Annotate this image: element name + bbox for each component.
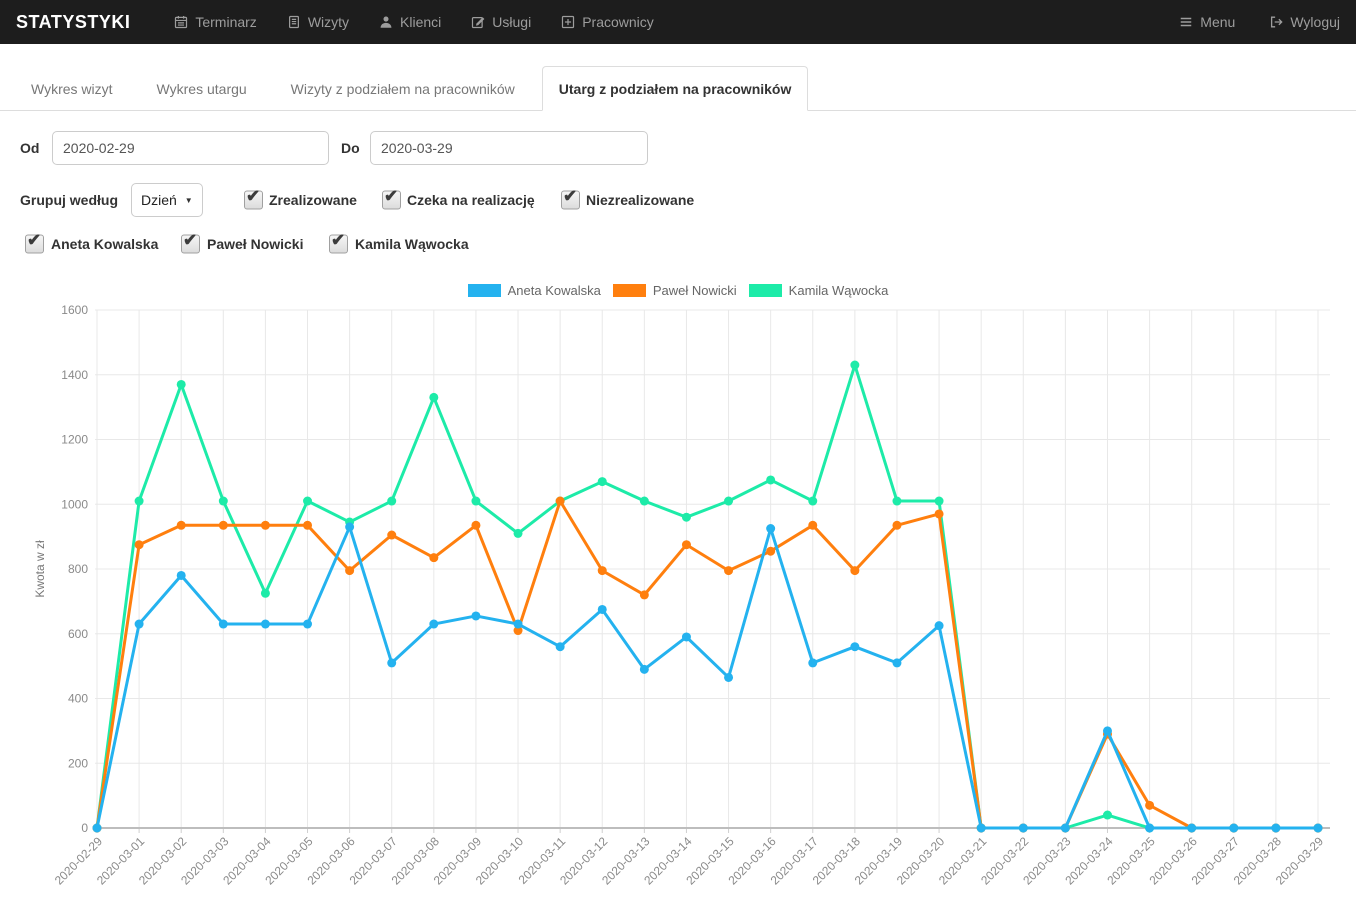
tab-wykres-utargu[interactable]: Wykres utargu [140,66,264,111]
group-by-label: Grupuj według [20,192,118,208]
date-range-row: Od Do [0,131,1356,165]
checkbox-pawel-nowicki[interactable] [181,235,200,254]
nav-item-terminarz[interactable]: Terminarz [174,14,256,30]
checkbox-label-czeka-na-realizacje: Czeka na realizację [407,192,535,208]
app-brand: STATYSTYKI [16,12,130,33]
nav-item-label: Klienci [400,14,441,30]
group-filter-row: Grupuj według Dzień ▼ Zrealizowane Czeka … [0,183,1356,217]
group-by-select[interactable]: Dzień ▼ [131,183,203,217]
checkbox-label-niezrealizowane: Niezrealizowane [586,192,694,208]
user-icon [379,15,393,29]
svg-text:600: 600 [68,627,88,641]
revenue-line-chart: 020040060080010001200140016002020-02-292… [0,278,1356,908]
checkbox-niezrealizowane[interactable] [561,191,580,210]
checkbox-aneta-kowalska[interactable] [25,235,44,254]
tab-wizyty-z-podzialem-na-pracownikow[interactable]: Wizyty z podziałem na pracowników [274,66,532,111]
od-label: Od [20,140,39,156]
pencil-square-icon [471,15,485,29]
checkbox-zrealizowane[interactable] [244,191,263,210]
nav-item-pracownicy[interactable]: Pracownicy [561,14,654,30]
document-icon [287,15,301,29]
nav-item-uslugi[interactable]: Usługi [471,14,531,30]
nav-item-menu[interactable]: Menu [1179,14,1235,30]
checkbox-label-pawel-nowicki: Paweł Nowicki [207,236,303,252]
navbar-right: Menu Wyloguj [1145,14,1340,30]
do-label: Do [341,140,360,156]
svg-text:1200: 1200 [61,433,88,447]
checkbox-czeka-na-realizacje[interactable] [382,191,401,210]
nav-item-label: Wizyty [308,14,349,30]
svg-text:0: 0 [81,821,88,835]
tab-wykres-wizyt[interactable]: Wykres wizyt [14,66,130,111]
nav-item-label: Terminarz [195,14,256,30]
nav-item-label: Wyloguj [1290,14,1340,30]
employee-filter-row: Aneta Kowalska Paweł Nowicki Kamila Wąwock… [0,233,1356,255]
top-navbar: STATYSTYKI Terminarz Wizyty Klienci Usługi P… [0,0,1356,44]
checkbox-label-zrealizowane: Zrealizowane [269,192,357,208]
plus-square-icon [561,15,575,29]
calendar-icon [174,15,188,29]
tab-bar: Wykres wizytWykres utarguWizyty z podzia… [0,66,1356,111]
nav-item-label: Pracownicy [582,14,654,30]
nav-item-wyloguj[interactable]: Wyloguj [1269,14,1340,30]
checkbox-kamila-wawocka[interactable] [329,235,348,254]
svg-text:800: 800 [68,562,88,576]
group-by-selected-value: Dzień [141,192,177,208]
svg-text:400: 400 [68,692,88,706]
checkbox-label-kamila-wawocka: Kamila Wąwocka [355,236,469,252]
hamburger-icon [1179,15,1193,29]
series-kamila-wawocka [93,361,1323,833]
svg-text:1600: 1600 [61,303,88,317]
series-pawel-nowicki [93,497,1323,833]
svg-text:1400: 1400 [61,368,88,382]
date-from-input[interactable] [52,131,329,165]
nav-item-wizyty[interactable]: Wizyty [287,14,349,30]
date-to-input[interactable] [370,131,648,165]
checkbox-label-aneta-kowalska: Aneta Kowalska [51,236,158,252]
svg-text:1000: 1000 [61,497,88,511]
svg-text:Kwota w zł: Kwota w zł [33,540,47,598]
nav-item-label: Menu [1200,14,1235,30]
tab-utarg-z-podzialem-na-pracownikow[interactable]: Utarg z podziałem na pracowników [542,66,809,111]
svg-text:200: 200 [68,756,88,770]
navbar-menu: Terminarz Wizyty Klienci Usługi Pracownicy [174,14,683,30]
chevron-down-icon: ▼ [185,196,193,205]
nav-item-klienci[interactable]: Klienci [379,14,441,30]
logout-icon [1269,15,1283,29]
nav-item-label: Usługi [492,14,531,30]
